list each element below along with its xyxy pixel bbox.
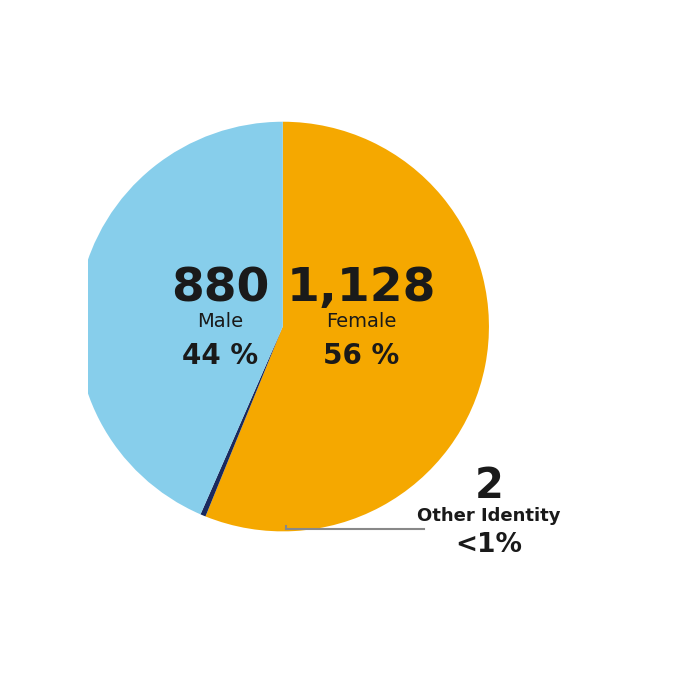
Wedge shape: [206, 122, 489, 531]
Text: Female: Female: [326, 312, 397, 330]
Wedge shape: [77, 122, 283, 514]
Text: 56 %: 56 %: [323, 342, 400, 370]
Text: Male: Male: [197, 312, 244, 330]
Text: Other Identity: Other Identity: [417, 508, 561, 525]
Text: <1%: <1%: [456, 532, 522, 558]
Text: 2: 2: [475, 465, 503, 507]
Text: 1,128: 1,128: [287, 266, 436, 312]
Text: 880: 880: [172, 266, 270, 312]
Text: 44 %: 44 %: [182, 342, 258, 370]
Wedge shape: [200, 326, 283, 517]
